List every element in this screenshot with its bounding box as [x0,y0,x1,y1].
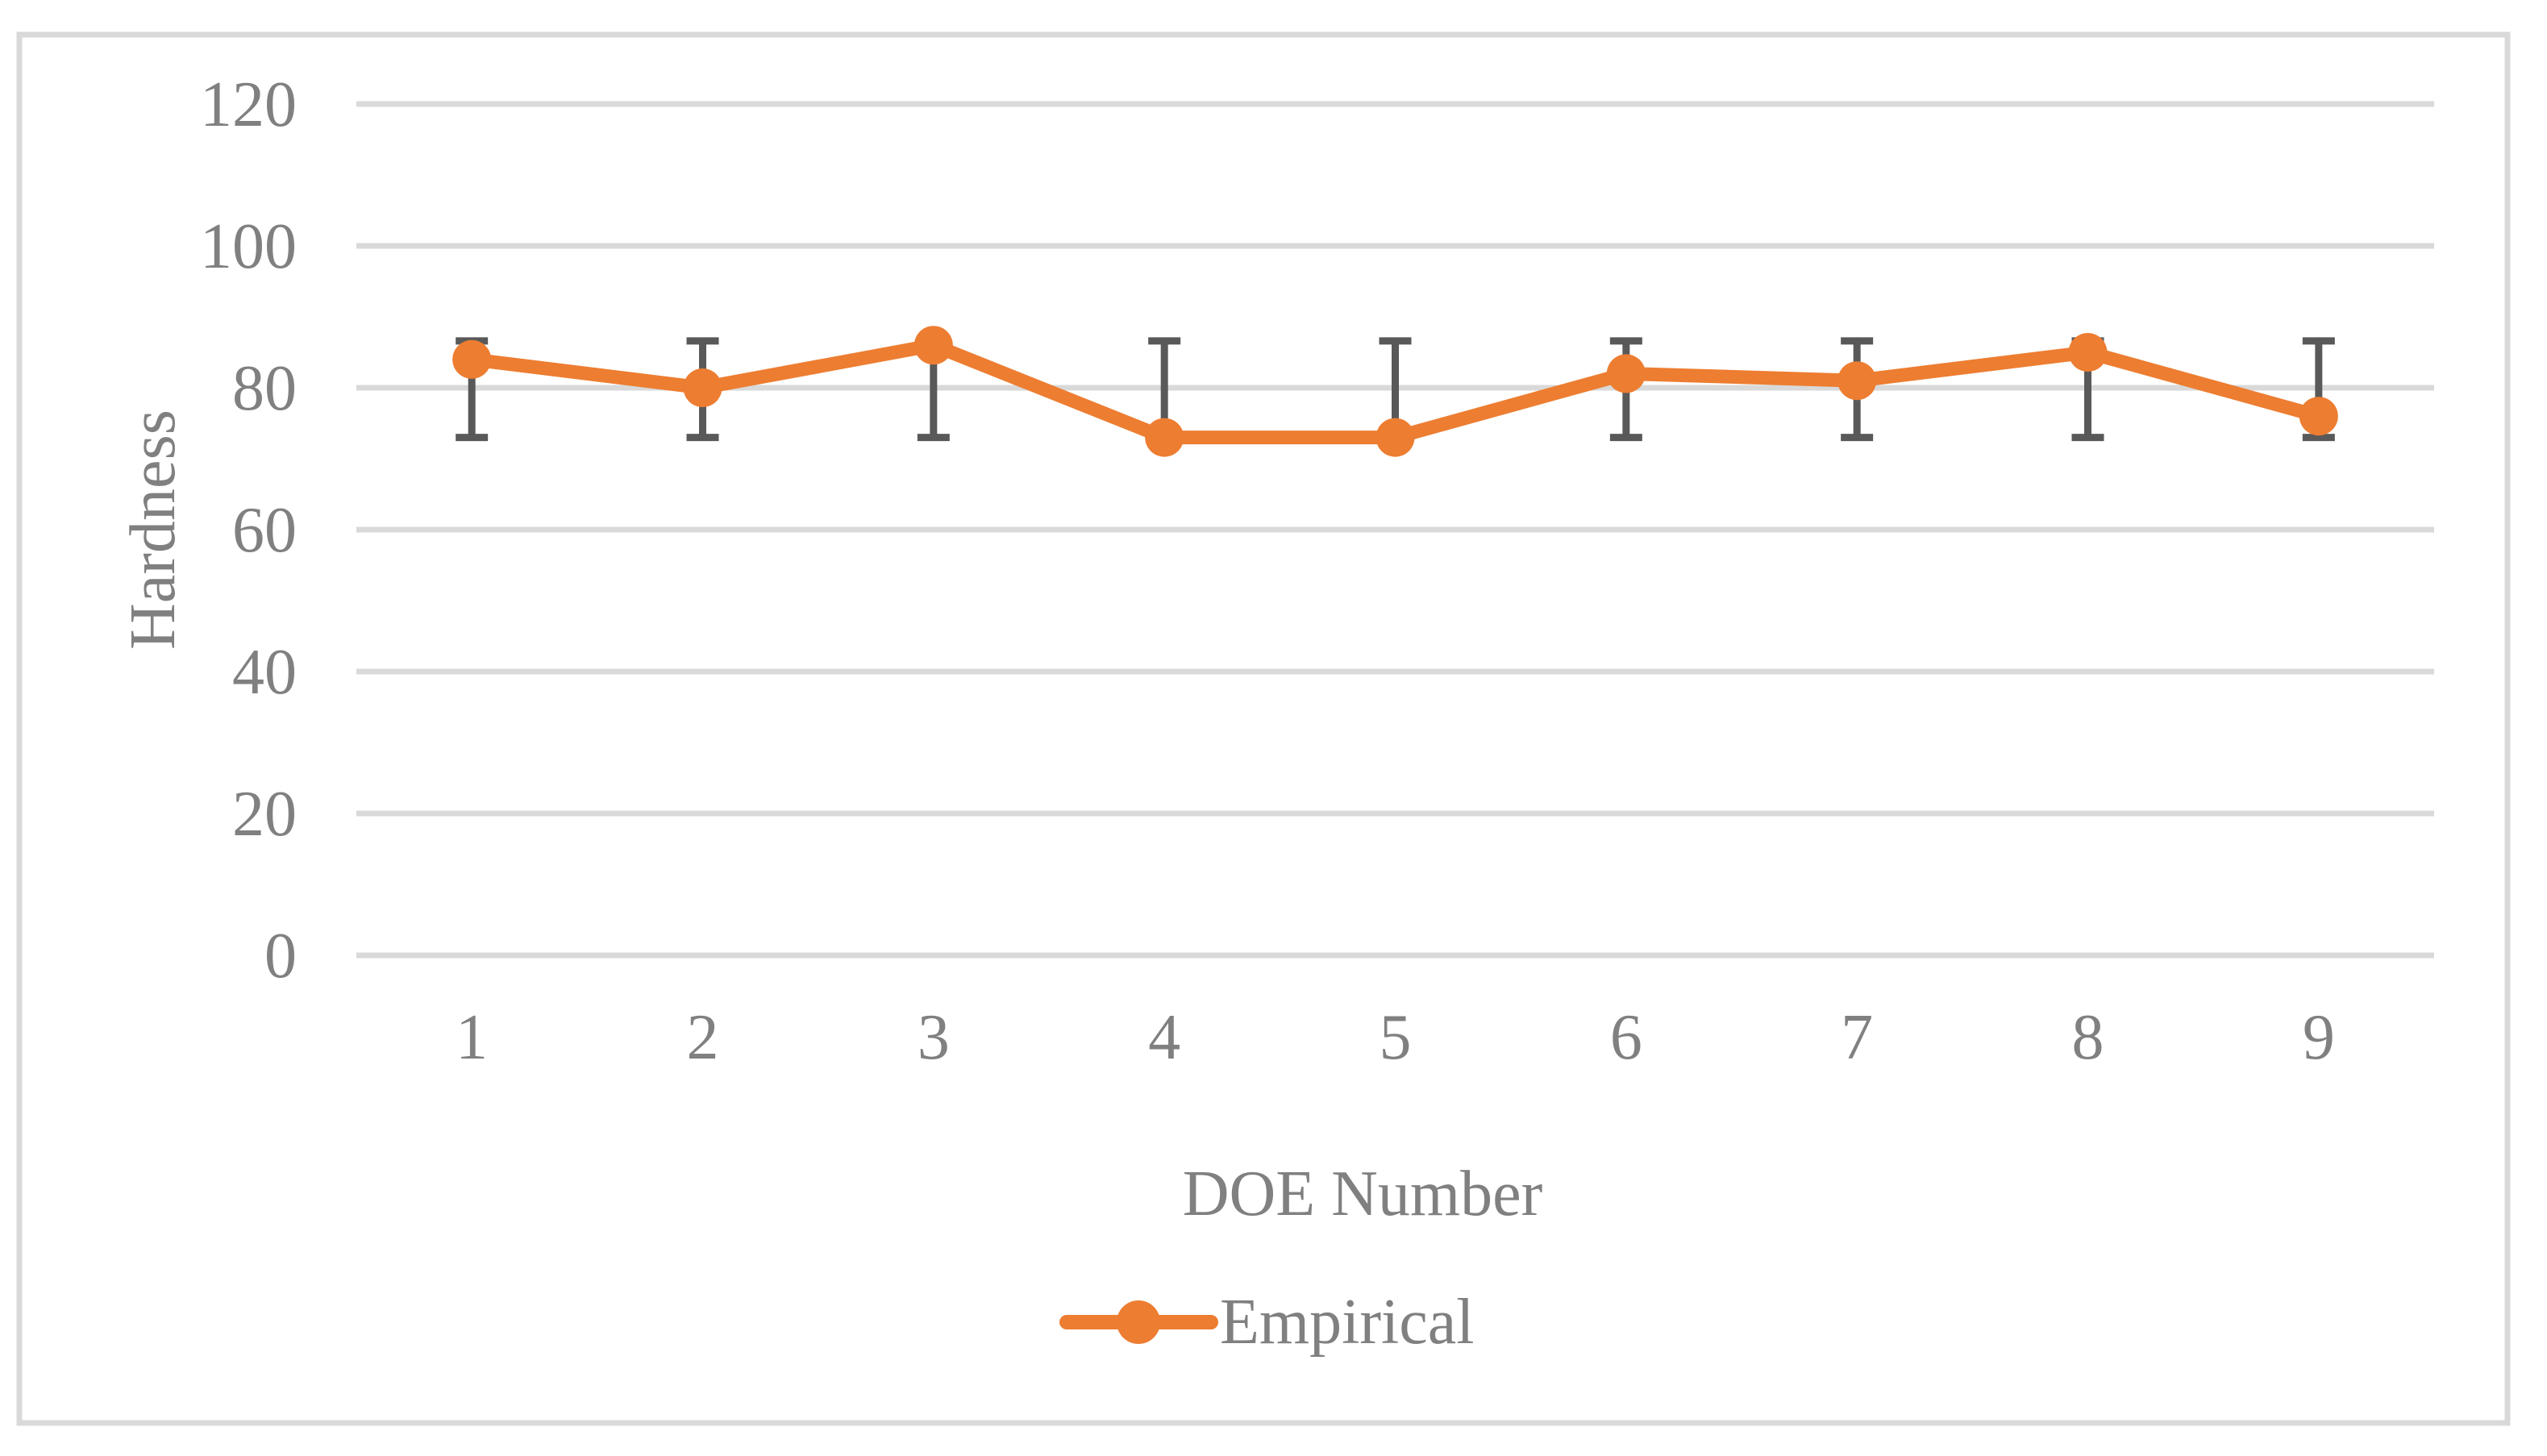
legend-label: Empirical [1220,1287,1474,1358]
legend: Empirical [1059,1287,1474,1358]
data-point-marker-2 [683,368,722,407]
gridlines [356,101,2434,959]
y-tick-label-20: 20 [232,779,297,850]
x-tick-label-3: 3 [918,1002,950,1073]
y-tick-label-60: 60 [232,495,297,566]
x-axis-title: DOE Number [1183,1159,1543,1229]
x-axis-tick-labels: 1 2 3 4 5 6 7 8 9 [456,1002,2335,1073]
data-point-marker-3 [914,326,953,365]
y-tick-label-80: 80 [232,353,297,424]
y-tick-label-0: 0 [264,921,297,992]
legend-marker-icon [1117,1300,1160,1344]
x-tick-label-1: 1 [456,1002,488,1073]
data-point-marker-6 [1606,354,1646,393]
data-point-marker-1 [452,339,492,379]
y-tick-label-120: 120 [200,69,297,140]
y-tick-label-40: 40 [232,637,297,708]
x-tick-label-4: 4 [1148,1002,1180,1073]
x-tick-label-9: 9 [2303,1002,2335,1073]
data-point-marker-8 [2068,333,2108,372]
y-axis-tick-labels: 0 20 40 60 80 100 120 [200,69,297,992]
series-markers [452,326,2338,457]
data-point-marker-4 [1145,418,1184,457]
y-tick-label-100: 100 [200,211,297,282]
x-tick-label-7: 7 [1841,1002,1873,1073]
x-tick-label-8: 8 [2072,1002,2104,1073]
data-point-marker-5 [1375,418,1415,457]
x-tick-label-6: 6 [1610,1002,1642,1073]
x-tick-label-5: 5 [1380,1002,1412,1073]
data-point-marker-7 [1837,361,1877,401]
figure-border [16,31,2511,1426]
data-point-marker-9 [2299,397,2338,436]
y-axis-title: Hardness [118,410,189,650]
x-tick-label-2: 2 [687,1002,719,1073]
